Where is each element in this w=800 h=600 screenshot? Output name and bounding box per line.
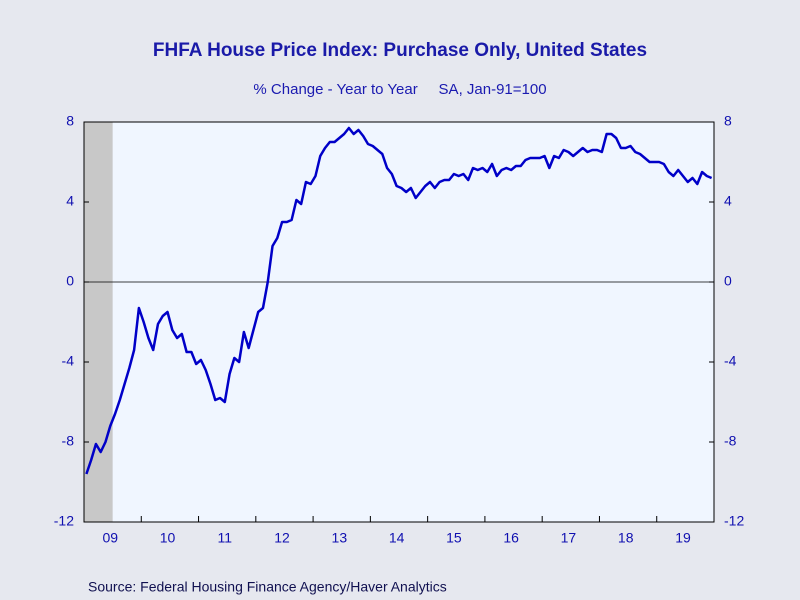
x-tick-label: 14 [389,530,405,546]
y-tick-label: 0 [66,273,74,289]
y2-tick-label: 0 [724,273,732,289]
chart-subtitle: % Change - Year to Year SA, Jan-91=100 [253,81,546,98]
y2-tick-label: -12 [724,513,744,529]
recession-shade [84,122,113,522]
y-tick-label: 4 [66,193,74,209]
y-tick-label: -4 [62,353,75,369]
plot-area [84,122,714,522]
x-tick-label: 18 [618,530,634,546]
data-line [85,126,713,475]
chart-title: FHFA House Price Index: Purchase Only, U… [153,40,647,61]
x-tick-label: 13 [332,530,348,546]
y2-tick-label: 4 [724,193,732,209]
x-tick-label: 12 [274,530,290,546]
y-tick-label: 8 [66,113,74,129]
x-tick-label: 16 [503,530,519,546]
x-tick-label: 09 [102,530,118,546]
plot-frame [83,121,715,523]
x-tick-label: 11 [218,530,233,546]
y2-tick-label: -8 [724,433,737,449]
y-tick-label: -8 [62,433,75,449]
source: Source: Federal Housing Finance Agency/H… [88,579,447,595]
x-tick-label: 10 [160,530,176,546]
y2-tick-label: 8 [724,113,732,129]
y-tick-label: -12 [54,513,74,529]
x-tick-label: 15 [446,530,462,546]
x-tick-label: 17 [561,530,577,546]
x-tick-label: 19 [675,530,691,546]
y2-tick-label: -4 [724,353,737,369]
